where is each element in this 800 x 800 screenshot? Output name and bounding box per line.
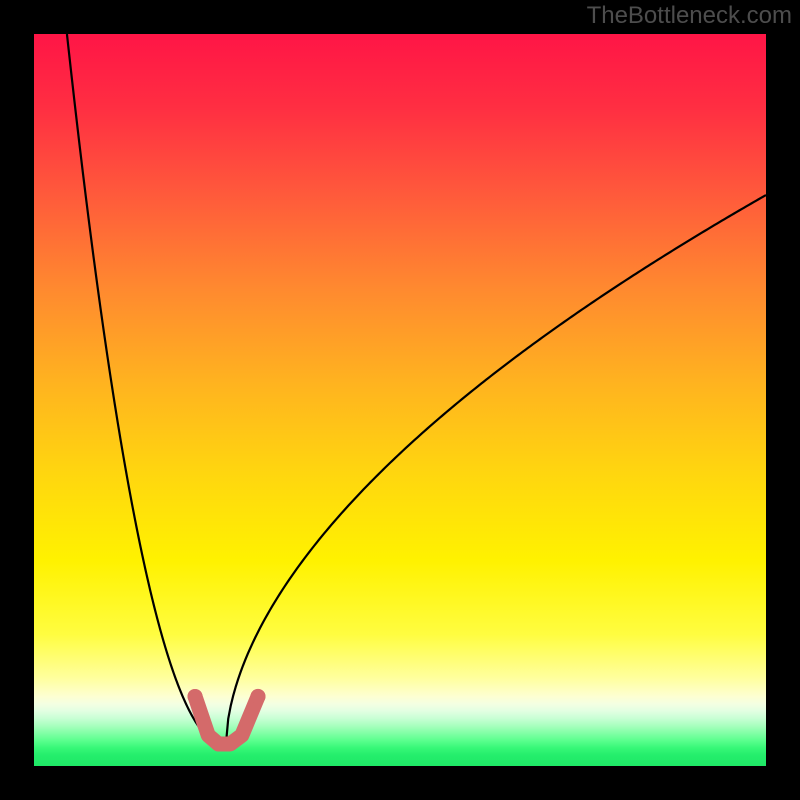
bottleneck-chart: [0, 0, 800, 800]
optimal-zone-endpoint: [250, 689, 265, 704]
chart-container: TheBottleneck.com: [0, 0, 800, 800]
plot-background: [34, 34, 766, 766]
optimal-zone-endpoint: [188, 689, 203, 704]
watermark-text: TheBottleneck.com: [587, 2, 792, 30]
